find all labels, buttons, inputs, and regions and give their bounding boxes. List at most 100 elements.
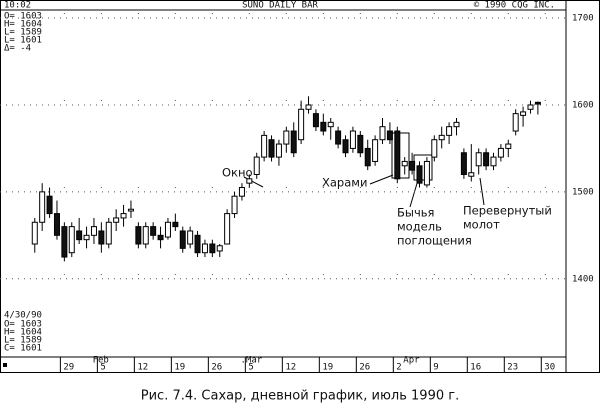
candle-body bbox=[379, 126, 386, 141]
candle-body bbox=[342, 139, 349, 154]
candle-body bbox=[460, 152, 467, 175]
candle-body bbox=[401, 160, 408, 167]
copyright: © 1990 CQG INC. bbox=[474, 1, 555, 11]
candle-body bbox=[372, 139, 379, 162]
candle-body bbox=[46, 195, 53, 215]
x-tick-label: 29 bbox=[63, 363, 74, 373]
candle-body bbox=[438, 134, 445, 141]
annotation: Окно bbox=[222, 166, 253, 180]
candle-body bbox=[268, 139, 275, 158]
candle-body bbox=[216, 245, 223, 252]
x-tick-label: 30 bbox=[544, 363, 555, 373]
candle-body bbox=[416, 165, 423, 184]
y-tick-label: 1700 bbox=[572, 14, 594, 24]
month-label: Apr bbox=[403, 356, 420, 366]
caption: Рис. 7.4. Сахар, дневной график, июль 19… bbox=[141, 389, 459, 404]
candle-body bbox=[39, 191, 46, 223]
candle-body bbox=[386, 130, 393, 141]
x-tick-label: 5 bbox=[248, 363, 253, 373]
bottom-readout: L= 1589 bbox=[4, 336, 42, 346]
candle-body bbox=[105, 221, 112, 245]
candle-body bbox=[31, 221, 38, 245]
x-tick-label: 12 bbox=[285, 363, 296, 373]
readout: O= 1603 bbox=[4, 12, 42, 22]
candle-body bbox=[172, 221, 179, 228]
candle-body bbox=[490, 156, 497, 167]
candle-body bbox=[53, 213, 60, 236]
candle-body bbox=[483, 152, 490, 167]
y-tick-label: 1600 bbox=[572, 100, 594, 110]
candle-body bbox=[327, 121, 334, 128]
candle-body bbox=[283, 130, 290, 145]
x-tick-label: 19 bbox=[174, 363, 185, 373]
time: 10:02 bbox=[4, 1, 31, 11]
candle-body bbox=[142, 226, 149, 245]
x-tick-label: 9 bbox=[433, 363, 438, 373]
header-title: SUNO DAILY BAR bbox=[242, 1, 318, 11]
candle-body bbox=[194, 234, 201, 254]
candle-body bbox=[224, 213, 231, 245]
candle-body bbox=[61, 226, 68, 258]
candle-body bbox=[157, 234, 164, 241]
candle-body bbox=[238, 187, 245, 197]
candle-body bbox=[261, 134, 268, 158]
x-tick-label: 12 bbox=[137, 363, 148, 373]
x-tick-label: 19 bbox=[322, 363, 333, 373]
candle-body bbox=[298, 108, 305, 141]
candle-body bbox=[209, 243, 216, 254]
x-tick-label: 5 bbox=[100, 363, 105, 373]
candle-body bbox=[113, 217, 120, 223]
candle-body bbox=[179, 230, 186, 249]
x-tick-label: 16 bbox=[470, 363, 481, 373]
candle-body bbox=[135, 226, 142, 245]
annotation: модель bbox=[397, 220, 442, 234]
month-label: Feb bbox=[93, 356, 109, 366]
bottom-date: 4/30/90 bbox=[4, 311, 42, 321]
candle-body bbox=[253, 156, 260, 175]
readout: L= 1601 bbox=[4, 36, 42, 46]
candle-body bbox=[231, 195, 238, 215]
candle-body bbox=[150, 226, 157, 236]
annotation: Перевернутый bbox=[463, 204, 552, 218]
annotation-lines bbox=[243, 132, 485, 208]
candle-body bbox=[497, 147, 504, 158]
candle-body bbox=[423, 160, 430, 186]
candle-body bbox=[305, 104, 312, 110]
x-tick-label: 23 bbox=[507, 363, 518, 373]
candle-body bbox=[246, 178, 253, 184]
x-tick-label: 26 bbox=[211, 363, 222, 373]
candle-body bbox=[83, 234, 90, 241]
candle-body bbox=[453, 121, 460, 128]
annotation: молот bbox=[463, 218, 500, 232]
candle-body bbox=[290, 130, 297, 154]
x-tick-label: 26 bbox=[359, 363, 370, 373]
candle-body bbox=[187, 230, 194, 245]
frame bbox=[0, 0, 600, 373]
candle-body bbox=[349, 130, 356, 149]
y-tick-label: 1500 bbox=[572, 187, 594, 197]
candle-body bbox=[164, 221, 171, 238]
readout: L= 1589 bbox=[4, 28, 42, 38]
candle-body bbox=[120, 213, 127, 219]
bottom-readout: O= 1603 bbox=[4, 320, 42, 330]
candle-body bbox=[312, 113, 319, 128]
candle-body bbox=[364, 147, 371, 167]
candle-body bbox=[534, 101, 541, 105]
candle-body bbox=[512, 113, 519, 132]
readout: Δ= -4 bbox=[4, 44, 31, 54]
candle-body bbox=[335, 130, 342, 145]
candle-body bbox=[320, 121, 327, 132]
candle-body bbox=[127, 208, 134, 212]
candle-body bbox=[505, 143, 512, 149]
readout: H= 1604 bbox=[4, 20, 42, 30]
bottom-readout: H= 1604 bbox=[4, 328, 42, 338]
axis-marker bbox=[3, 363, 7, 367]
candle-body bbox=[527, 104, 534, 110]
candle-body bbox=[431, 139, 438, 158]
candle-body bbox=[446, 126, 453, 136]
candle-body bbox=[98, 230, 105, 245]
candle-body bbox=[275, 143, 282, 158]
candle-body bbox=[76, 230, 83, 241]
